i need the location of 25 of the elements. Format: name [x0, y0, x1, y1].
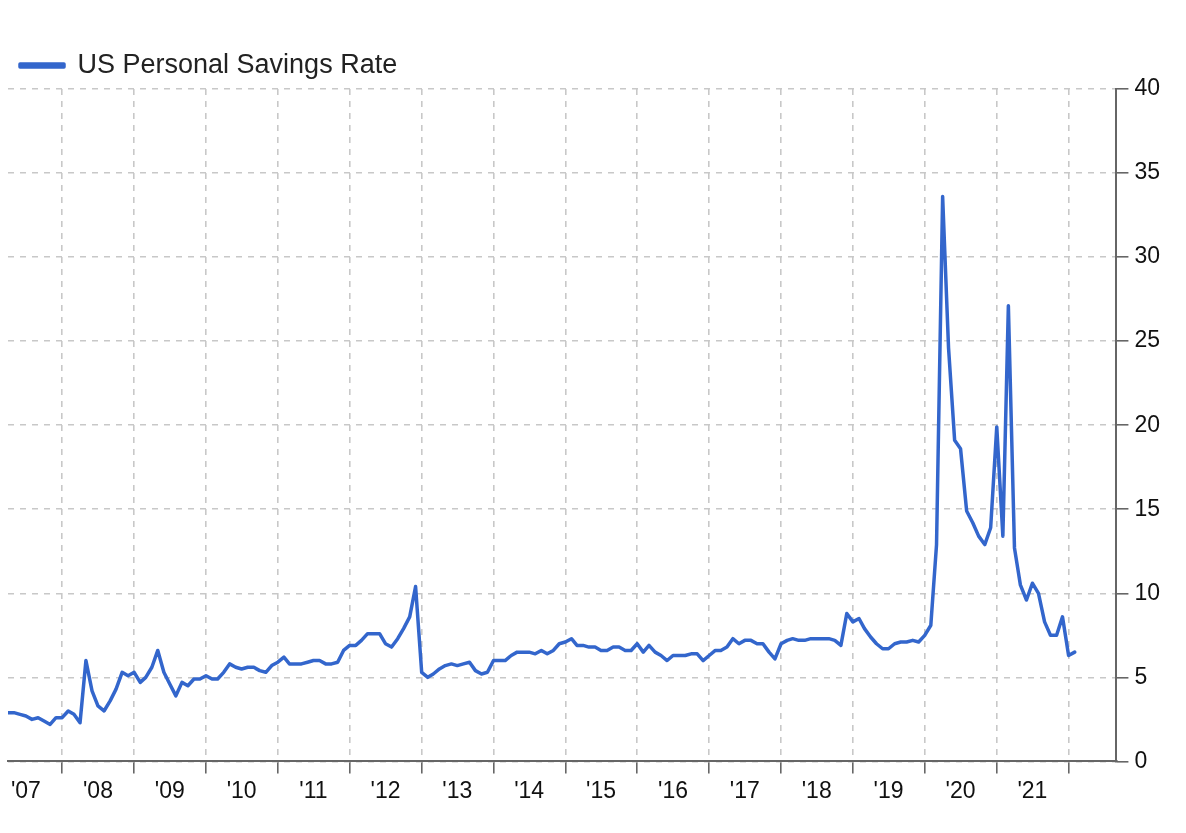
- x-tick-label: '10: [226, 776, 257, 803]
- x-tick-label: '18: [801, 776, 832, 803]
- y-tick-label: 25: [1134, 326, 1161, 353]
- x-tick-label: '21: [1017, 776, 1048, 803]
- y-tick-label: 0: [1134, 746, 1148, 773]
- x-tick-label: '09: [154, 776, 185, 803]
- x-tick-label: '20: [945, 776, 976, 803]
- y-tick-label: 15: [1134, 494, 1161, 521]
- x-tick-label: '16: [658, 776, 688, 803]
- x-tick-label: '12: [370, 776, 401, 803]
- legend-label: US Personal Savings Rate: [77, 48, 398, 79]
- x-tick-label: '11: [299, 776, 328, 803]
- x-tick-label: '14: [514, 776, 545, 803]
- x-tick-label: '13: [442, 776, 473, 803]
- y-tick-label: 20: [1134, 410, 1161, 437]
- x-tick-label: '07: [10, 776, 41, 803]
- y-tick-label: 40: [1134, 74, 1161, 101]
- y-tick-label: 30: [1134, 242, 1161, 269]
- x-tick-label: '15: [585, 776, 616, 803]
- y-tick-label: 35: [1134, 158, 1161, 185]
- y-tick-label: 10: [1134, 578, 1161, 605]
- x-tick-label: '19: [873, 776, 904, 803]
- x-tick-label: '08: [82, 776, 113, 803]
- x-tick-label: '17: [729, 776, 760, 803]
- y-tick-label: 5: [1134, 662, 1148, 689]
